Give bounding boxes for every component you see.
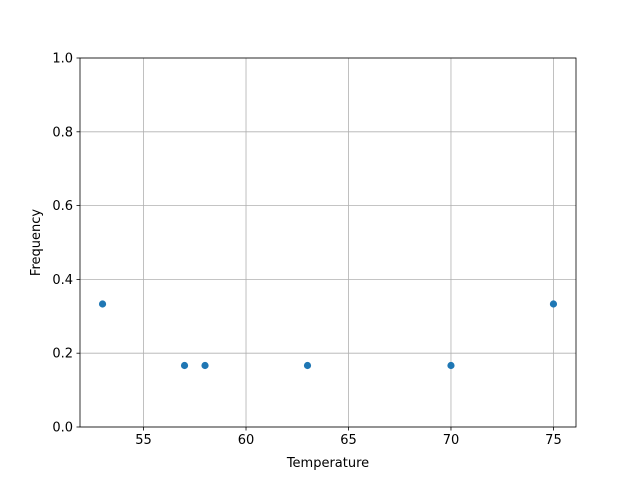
x-axis-ticks: 55 60 65 70 75	[135, 427, 562, 448]
y-tick-label: 0.8	[52, 125, 73, 140]
x-tick-label: 60	[238, 433, 255, 448]
data-point	[98, 300, 107, 308]
y-axis-ticks: 0.0 0.2 0.4 0.6 0.8 1.0	[52, 52, 80, 436]
data-point	[549, 300, 558, 308]
y-tick-label: 0.6	[52, 199, 73, 214]
y-tick-label: 0.2	[52, 347, 73, 362]
y-tick-label: 0.0	[52, 421, 73, 436]
y-axis-label: Frequency	[29, 209, 44, 276]
data-points	[98, 300, 558, 370]
grid	[80, 57, 576, 428]
x-axis-label: Temperature	[286, 456, 369, 471]
x-tick-label: 55	[135, 433, 152, 448]
x-tick-label: 70	[443, 433, 460, 448]
data-point	[180, 361, 189, 370]
y-tick-label: 1.0	[52, 52, 73, 67]
data-point	[303, 361, 312, 370]
y-tick-label: 0.4	[52, 273, 73, 288]
x-tick-label: 65	[340, 433, 357, 448]
axes-frame	[79, 57, 577, 428]
data-point	[201, 361, 209, 370]
data-point	[447, 361, 455, 370]
x-tick-label: 75	[545, 433, 562, 448]
